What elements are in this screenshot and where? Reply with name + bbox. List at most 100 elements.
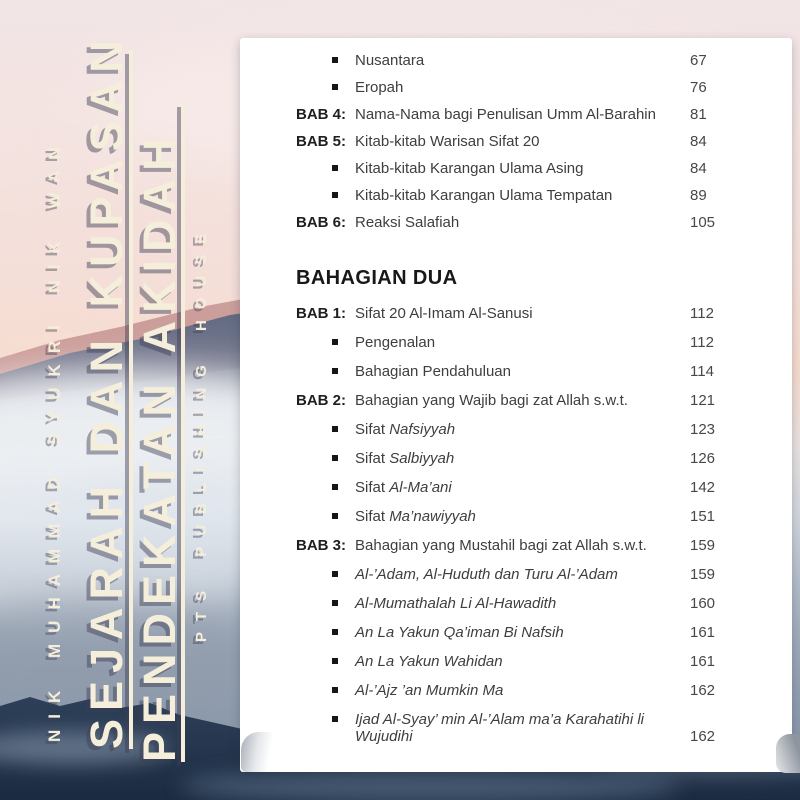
entry-title: Bahagian yang Wajib bagi zat Allah s.w.t… [355,392,628,409]
entry-title: Bahagian Pendahuluan [355,363,511,380]
entry-title: Sifat 20 Al-Imam Al-Sanusi [355,305,533,322]
bullet-cell [296,479,355,490]
entry-title: Sifat Salbiyyah [355,450,455,467]
page-number: 123 [690,421,716,438]
toc-section: BAHAGIAN DUA BAB 1: Sifat 20 Al-Imam Al-Sa… [296,265,736,745]
toc-list: Nusantara 67 Eropah 76 BAB 4: Nama-Nama bagi … [296,52,736,745]
toc-chapter-row: BAB 2: Bahagian yang Wajib bagi zat Allah… [296,392,736,409]
bullet-icon [332,484,338,490]
page-number: 159 [690,566,716,583]
page-number: 76 [690,79,707,96]
bullet-cell [296,363,355,374]
entry-title: Kitab-kitab Karangan Ulama Asing [355,160,584,177]
corner-decoration-left [241,732,275,772]
entry-title: Sifat Ma’nawiyyah [355,508,476,525]
page-number: 161 [690,624,716,641]
book-title-line2-vertical: PENDEKATAN AKIDAH [134,130,185,762]
toc-sub-row: Bahagian Pendahuluan 114 [296,363,736,380]
toc-section: Nusantara 67 Eropah 76 BAB 4: Nama-Nama bagi … [296,52,736,231]
publisher-name-vertical: PTS PUBLISHING HOUSE [193,222,210,642]
bullet-icon [332,629,338,635]
page-number: 126 [690,450,716,467]
entry-title: Kitab-kitab Warisan Sifat 20 [355,133,540,150]
entry-title: Eropah [355,79,404,96]
entry-title: Al-’Adam, Al-Huduth dan Turu Al-’Adam [355,566,618,583]
toc-sub-row: Nusantara 67 [296,52,736,69]
page-number: 67 [690,52,707,69]
entry-title: Al-Mumathalah Li Al-Hawadith [355,595,557,612]
toc-sub-row: Ijad Al-Syay’ min Al-’Alam ma’a Karahati… [296,711,736,745]
page-number: 159 [690,537,716,554]
bullet-cell [296,566,355,577]
page-number: 142 [690,479,716,496]
bullet-cell [296,334,355,345]
bullet-icon [332,426,338,432]
bullet-cell [296,450,355,461]
page-number: 161 [690,653,716,670]
page-number: 121 [690,392,716,409]
bullet-icon [332,658,338,664]
bullet-icon [332,455,338,461]
page-number: 112 [690,334,714,351]
bullet-icon [332,84,338,90]
book-title-line1-vertical: SEJARAH DAN KUPASAN [81,32,132,749]
page-number: 162 [690,682,716,699]
bullet-icon [332,192,338,198]
page-number: 160 [690,595,716,612]
bullet-cell [296,508,355,519]
bullet-icon [332,716,338,722]
page-number: 81 [690,106,707,123]
page-number: 84 [690,160,707,177]
bullet-cell [296,187,355,198]
bullet-icon [332,165,338,171]
bullet-icon [332,368,338,374]
entry-title: Nama-Nama bagi Penulisan Umm Al-Barahin [355,106,656,123]
bullet-cell [296,160,355,171]
toc-sub-row: Kitab-kitab Karangan Ulama Tempatan 89 [296,187,736,204]
page-number: 151 [690,508,716,525]
bullet-cell [296,711,355,722]
entry-title: Reaksi Salafiah [355,214,460,231]
bullet-cell [296,79,355,90]
entry-title: Ijad Al-Syay’ min Al-’Alam ma’a Karahati… [355,711,644,745]
page-number: 105 [690,214,716,231]
entry-title: Sifat Al-Ma’ani [355,479,452,496]
toc-chapter-row: BAB 4: Nama-Nama bagi Penulisan Umm Al-Ba… [296,106,736,123]
page-number: 112 [690,305,714,322]
chapter-label: BAB 5: [296,133,347,150]
corner-decoration-right [776,734,800,773]
title-underline-2 [181,103,185,762]
entry-title: Bahagian yang Mustahil bagi zat Allah s.… [355,537,647,554]
author-name-vertical: NIK MUHAMMAD SYUKRI NIK WAN [45,135,64,742]
bullet-cell [296,653,355,664]
bullet-icon [332,513,338,519]
page-number: 114 [690,363,714,380]
bullet-icon [332,339,338,345]
toc-sub-row: Sifat Ma’nawiyyah 151 [296,508,736,525]
toc-sub-row: Al-Mumathalah Li Al-Hawadith 160 [296,595,736,612]
toc-sub-row: Al-’Ajz ’an Mumkin Ma 162 [296,682,736,699]
page-number: 162 [690,728,716,745]
toc-chapter-row: BAB 3: Bahagian yang Mustahil bagi zat Al… [296,537,736,554]
toc-sub-row: Sifat Salbiyyah 126 [296,450,736,467]
chapter-label: BAB 2: [296,392,347,409]
bullet-cell [296,624,355,635]
page-number: 84 [690,133,707,150]
toc-chapter-row: BAB 5: Kitab-kitab Warisan Sifat 20 84 [296,133,736,150]
entry-title: An La Yakun Wahidan [355,653,503,670]
bullet-cell [296,682,355,693]
toc-sub-row: Sifat Al-Ma’ani 142 [296,479,736,496]
chapter-label: BAB 1: [296,305,347,322]
bullet-icon [332,57,338,63]
toc-page: Nusantara 67 Eropah 76 BAB 4: Nama-Nama bagi … [240,38,792,772]
toc-sub-row: Pengenalan 112 [296,334,736,351]
toc-sub-row: Kitab-kitab Karangan Ulama Asing 84 [296,160,736,177]
toc-sub-row: An La Yakun Qa’iman Bi Nafsih 161 [296,624,736,641]
entry-title: Pengenalan [355,334,436,351]
section-heading: BAHAGIAN DUA [296,267,458,289]
title-underline-1 [129,50,133,749]
chapter-label: BAB 4: [296,106,347,123]
entry-title: Sifat Nafsiyyah [355,421,456,438]
bullet-cell [296,421,355,432]
